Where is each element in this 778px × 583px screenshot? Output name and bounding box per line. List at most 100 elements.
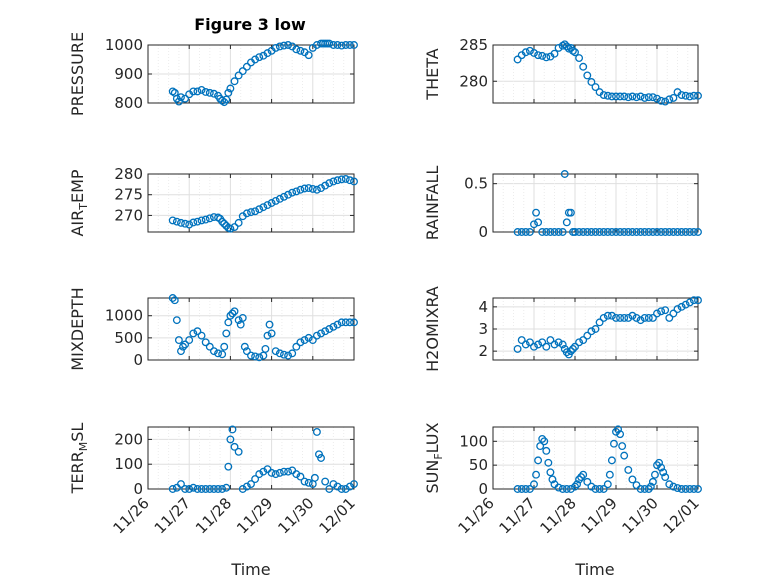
data-point [577, 473, 586, 482]
data-point [554, 43, 563, 52]
data-point [665, 480, 674, 489]
data-point [554, 228, 563, 236]
data-point [224, 462, 233, 471]
data-point [591, 485, 600, 493]
data-point [632, 313, 641, 322]
data-point [517, 228, 526, 236]
data-point [659, 468, 668, 477]
data-point [296, 338, 305, 347]
data-point [591, 83, 600, 91]
data-point [185, 485, 194, 493]
data-point [616, 430, 625, 439]
data-point [521, 340, 530, 349]
x-tick-label: 11/26 [455, 494, 498, 537]
x-axis-label-right: Time [574, 560, 614, 579]
data-point [350, 318, 358, 327]
data-point [197, 485, 206, 493]
data-point [669, 482, 678, 491]
data-point [247, 208, 255, 217]
data-point [569, 344, 577, 353]
data-point [579, 336, 588, 345]
data-point [566, 208, 575, 217]
data-point [624, 228, 633, 236]
data-point [677, 485, 686, 493]
data-point [694, 91, 702, 100]
y-tick-label: 800 [114, 94, 143, 112]
data-point [179, 342, 187, 351]
data-point [612, 92, 620, 101]
data-point [205, 485, 214, 493]
data-point [685, 298, 694, 307]
data-point [632, 228, 641, 236]
data-point [620, 92, 629, 101]
data-point [218, 96, 227, 105]
data-point [234, 447, 243, 456]
data-point [218, 350, 227, 359]
data-point [554, 338, 563, 347]
data-point [653, 309, 661, 318]
data-point [628, 311, 637, 320]
data-point [513, 55, 522, 64]
data-point [168, 294, 177, 302]
data-point [181, 219, 190, 228]
data-point [317, 184, 325, 193]
data-point [632, 93, 641, 102]
data-point [247, 480, 255, 488]
y-axis-label: MIXDEPTH [68, 287, 87, 370]
data-point [648, 313, 657, 322]
data-point [312, 185, 321, 194]
y-tick-label: 200 [114, 430, 143, 448]
y-tick-label: 280 [114, 165, 143, 183]
data-point [607, 311, 616, 320]
data-point [275, 349, 284, 358]
data-point [333, 482, 342, 491]
data-point [185, 220, 194, 229]
data-point [612, 427, 620, 436]
x-tick-label: 12/01 [660, 494, 703, 537]
data-point [542, 228, 551, 236]
data-point [661, 473, 670, 482]
data-point [201, 215, 210, 224]
data-point [603, 480, 612, 489]
data-point [242, 209, 251, 218]
data-point [288, 349, 297, 358]
data-point [321, 327, 330, 336]
data-point [657, 96, 666, 105]
data-point [587, 78, 596, 86]
data-point [640, 228, 649, 236]
data-point [571, 342, 579, 351]
data-point [280, 350, 288, 359]
data-point [603, 228, 612, 236]
data-point [530, 480, 538, 489]
data-point [542, 446, 551, 455]
data-point [228, 425, 237, 434]
data-point [612, 313, 620, 322]
data-point [209, 347, 218, 356]
data-point [657, 307, 666, 316]
data-point [558, 485, 567, 493]
y-tick-label: 4 [478, 298, 488, 316]
y-tick-label: 0 [133, 480, 143, 498]
data-point [317, 329, 325, 338]
data-point [222, 329, 231, 338]
data-point [280, 192, 288, 201]
y-tick-label: 500 [114, 329, 143, 347]
figure-title: Figure 3 low [194, 15, 306, 34]
data-point [560, 170, 569, 178]
data-point [271, 196, 280, 205]
data-point [628, 475, 637, 484]
data-point [345, 176, 354, 185]
y-axis-label: PRESSURE [68, 32, 87, 116]
data-point [591, 325, 600, 333]
data-point [640, 313, 649, 322]
data-point [337, 41, 346, 50]
data-point [181, 340, 190, 349]
data-point [648, 228, 657, 236]
data-point [292, 187, 301, 196]
axes-box [147, 173, 355, 233]
data-point [337, 485, 346, 493]
subplot-air_temp: 270 275 280 AIRTEMP [68, 165, 358, 237]
data-point [648, 93, 657, 102]
data-point [312, 428, 321, 436]
data-point [636, 92, 645, 101]
